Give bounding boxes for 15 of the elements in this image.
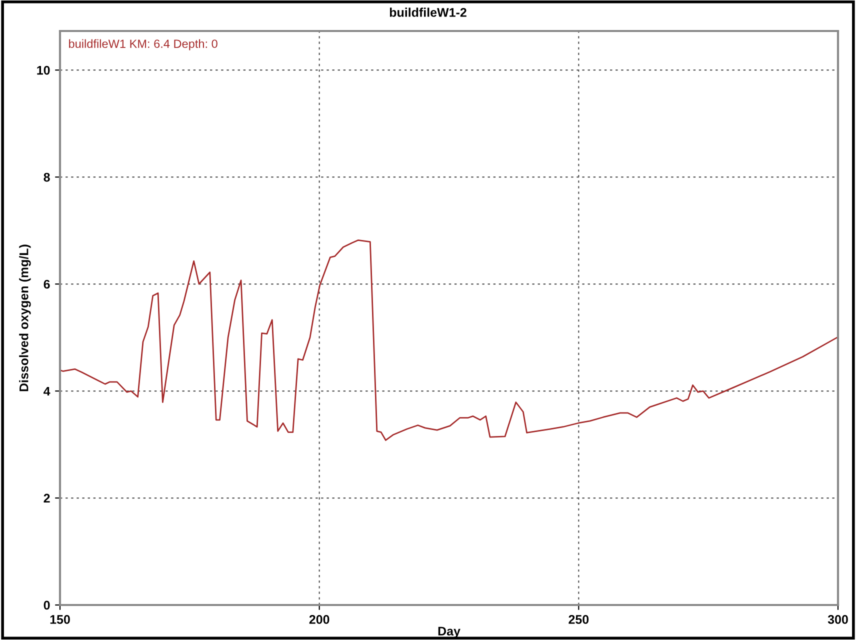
x-axis-title: Day <box>438 626 460 638</box>
y-tick-label: 10 <box>37 66 50 75</box>
x-tick-label: 250 <box>568 615 589 624</box>
x-tick-label: 200 <box>309 615 330 624</box>
line-series <box>60 239 838 441</box>
text: buildfileW1 KM: 6.4 Depth: 0 <box>69 39 218 50</box>
x-tick-label: 150 <box>50 615 70 624</box>
y-axis-title: Dissolved oxygen (mg/L) <box>19 244 31 392</box>
y-tick-label: 6 <box>44 280 50 289</box>
y-tick-label: 4 <box>44 386 50 396</box>
y-tick-label: 2 <box>44 494 50 503</box>
y-tick-label: 8 <box>44 172 50 182</box>
x-tick-label: 300 <box>828 615 848 624</box>
y-tick-label: 0 <box>44 600 50 610</box>
chart-title: buildfileW1-2 <box>390 8 466 17</box>
